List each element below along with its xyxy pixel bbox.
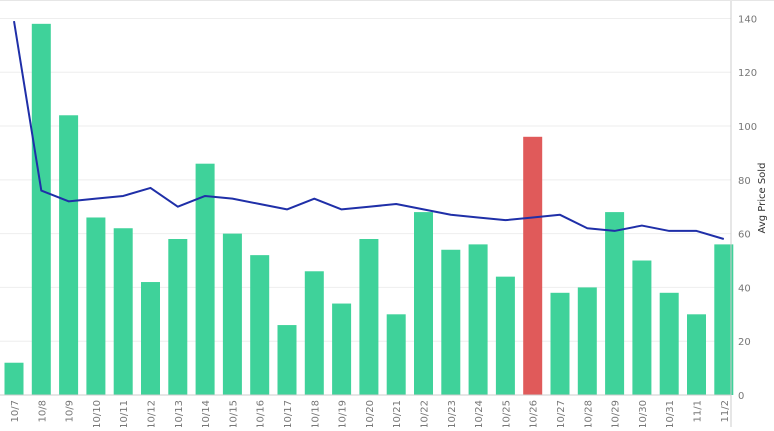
y-tick-label: 120	[738, 68, 757, 79]
bar	[386, 314, 406, 395]
y-axis-title: Avg Price Sold	[757, 163, 768, 234]
bar	[714, 244, 734, 395]
bar	[113, 228, 133, 395]
bar-series	[4, 23, 734, 396]
bar	[468, 244, 488, 395]
y-tick-label: 100	[738, 122, 757, 133]
x-tick-label: 10/13	[174, 400, 185, 427]
y-tick-label: 80	[738, 176, 751, 187]
x-tick-label: 10/29	[611, 400, 622, 427]
bar-highlighted	[523, 136, 543, 396]
bar	[168, 239, 188, 395]
x-tick-label: 10/30	[638, 400, 649, 427]
x-tick-label: 10/22	[420, 400, 431, 427]
bar	[304, 271, 324, 395]
x-tick-label: 10/23	[447, 400, 458, 427]
bar	[59, 115, 79, 395]
x-tick-label: 10/21	[392, 400, 403, 427]
bar	[687, 314, 706, 395]
x-tick-label: 10/25	[501, 400, 512, 427]
x-tick-label: 10/7	[10, 400, 21, 422]
bar	[550, 292, 570, 395]
y-tick-label: 0	[738, 391, 744, 402]
x-tick-label: 10/11	[119, 400, 130, 427]
x-tick-label: 10/19	[338, 400, 349, 427]
x-tick-label: 10/24	[474, 400, 485, 427]
bar	[441, 249, 461, 395]
x-tick-label: 10/8	[37, 400, 48, 422]
x-tick-label: 10/10	[92, 400, 103, 427]
x-tick-label: 10/27	[556, 400, 567, 427]
x-tick-label: 10/31	[665, 400, 676, 427]
bar	[414, 212, 433, 395]
y-tick-label: 60	[738, 230, 751, 241]
y-tick-label: 140	[738, 14, 757, 25]
x-tick-label: 10/16	[256, 400, 267, 427]
x-tick-label: 10/26	[529, 400, 540, 427]
bar	[495, 276, 515, 395]
bar	[86, 217, 106, 395]
x-tick-label: 10/9	[65, 400, 76, 422]
x-tick-label: 10/18	[310, 400, 321, 427]
x-tick-label: 10/28	[583, 400, 594, 427]
bar	[31, 23, 51, 396]
x-tick-label: 10/17	[283, 400, 294, 427]
bar	[4, 362, 24, 395]
line-series	[13, 20, 725, 240]
bar	[195, 163, 215, 395]
bar	[141, 282, 160, 395]
bar	[577, 287, 597, 395]
bar	[250, 255, 270, 395]
bar	[277, 325, 297, 395]
x-tick-label: 10/14	[201, 400, 212, 427]
bar	[359, 239, 379, 395]
y-tick-label: 20	[738, 337, 751, 348]
bar	[222, 233, 242, 395]
bar	[332, 303, 352, 395]
bar	[632, 260, 652, 395]
x-tick-label: 11/2	[720, 400, 731, 422]
x-tick-label: 11/1	[693, 400, 704, 422]
series-line	[13, 20, 725, 240]
bar	[659, 292, 679, 395]
y-tick-label: 40	[738, 283, 751, 294]
x-tick-label: 10/20	[365, 400, 376, 427]
bar	[605, 212, 625, 395]
tick-labels: 0 20 40 60 80 100 120 140 10/7 10/8 10/9 10/10 10/11…	[10, 14, 757, 428]
x-tick-label: 10/12	[147, 400, 158, 427]
x-tick-label: 10/15	[228, 400, 239, 427]
